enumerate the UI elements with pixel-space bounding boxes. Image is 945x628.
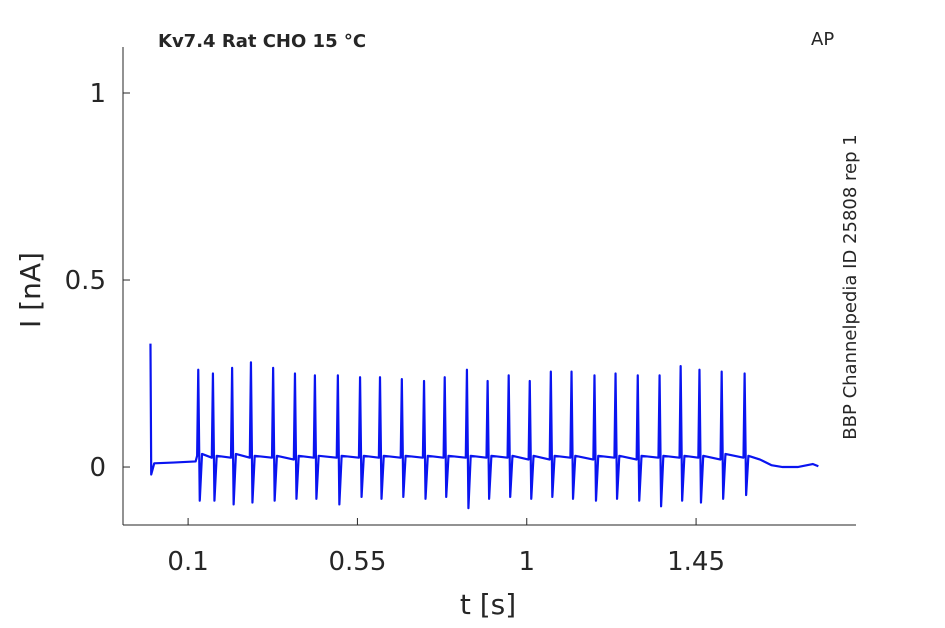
x-tick-label: 1.45 xyxy=(667,547,725,577)
x-tick-label: 0.55 xyxy=(328,547,386,577)
y-axis-label: I [nA] xyxy=(14,252,47,328)
x-tick-label: 1 xyxy=(518,547,535,577)
x-tick-label: 0.1 xyxy=(167,547,208,577)
y-tick-label: 1 xyxy=(89,79,106,109)
x-axis-label: t [s] xyxy=(460,588,516,621)
annotation: AP xyxy=(811,29,834,50)
side-label: BBP Channelpedia ID 25808 rep 1 xyxy=(840,134,861,439)
chart-title: Kv7.4 Rat CHO 15 °C xyxy=(158,31,366,52)
y-tick-label: 0 xyxy=(89,453,106,483)
y-tick-label: 0.5 xyxy=(65,266,106,296)
trace xyxy=(149,343,819,510)
